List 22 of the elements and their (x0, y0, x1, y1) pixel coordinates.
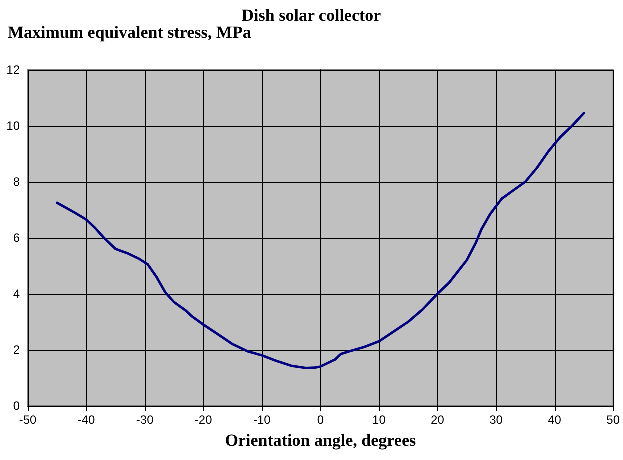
x-tick-label: 50 (606, 413, 620, 427)
x-tick-label: -30 (136, 413, 154, 427)
chart-title: Dish solar collector (242, 6, 382, 25)
x-tick-label: -10 (253, 413, 272, 427)
y-tick-label: 8 (13, 175, 20, 189)
x-tick-label: -20 (194, 413, 213, 427)
x-axis-title: Orientation angle, degrees (225, 431, 416, 450)
x-tick-label: 10 (372, 413, 386, 427)
x-tick-label: 0 (317, 413, 324, 427)
x-tick-label: -50 (19, 413, 37, 427)
x-tick-label: 30 (490, 413, 504, 427)
y-tick-label: 0 (13, 399, 20, 413)
x-tick-label: -40 (78, 413, 96, 427)
y-tick-label: 6 (13, 231, 20, 245)
line-series (56, 112, 586, 370)
y-axis-title: Maximum equivalent stress, MPa (8, 23, 252, 42)
y-tick-label: 4 (13, 287, 20, 301)
y-tick-label: 12 (6, 63, 20, 77)
y-tick-label: 2 (13, 343, 20, 357)
y-tick-label: 10 (6, 119, 20, 133)
x-tick-label: 40 (548, 413, 562, 427)
x-tick-label: 20 (431, 413, 445, 427)
